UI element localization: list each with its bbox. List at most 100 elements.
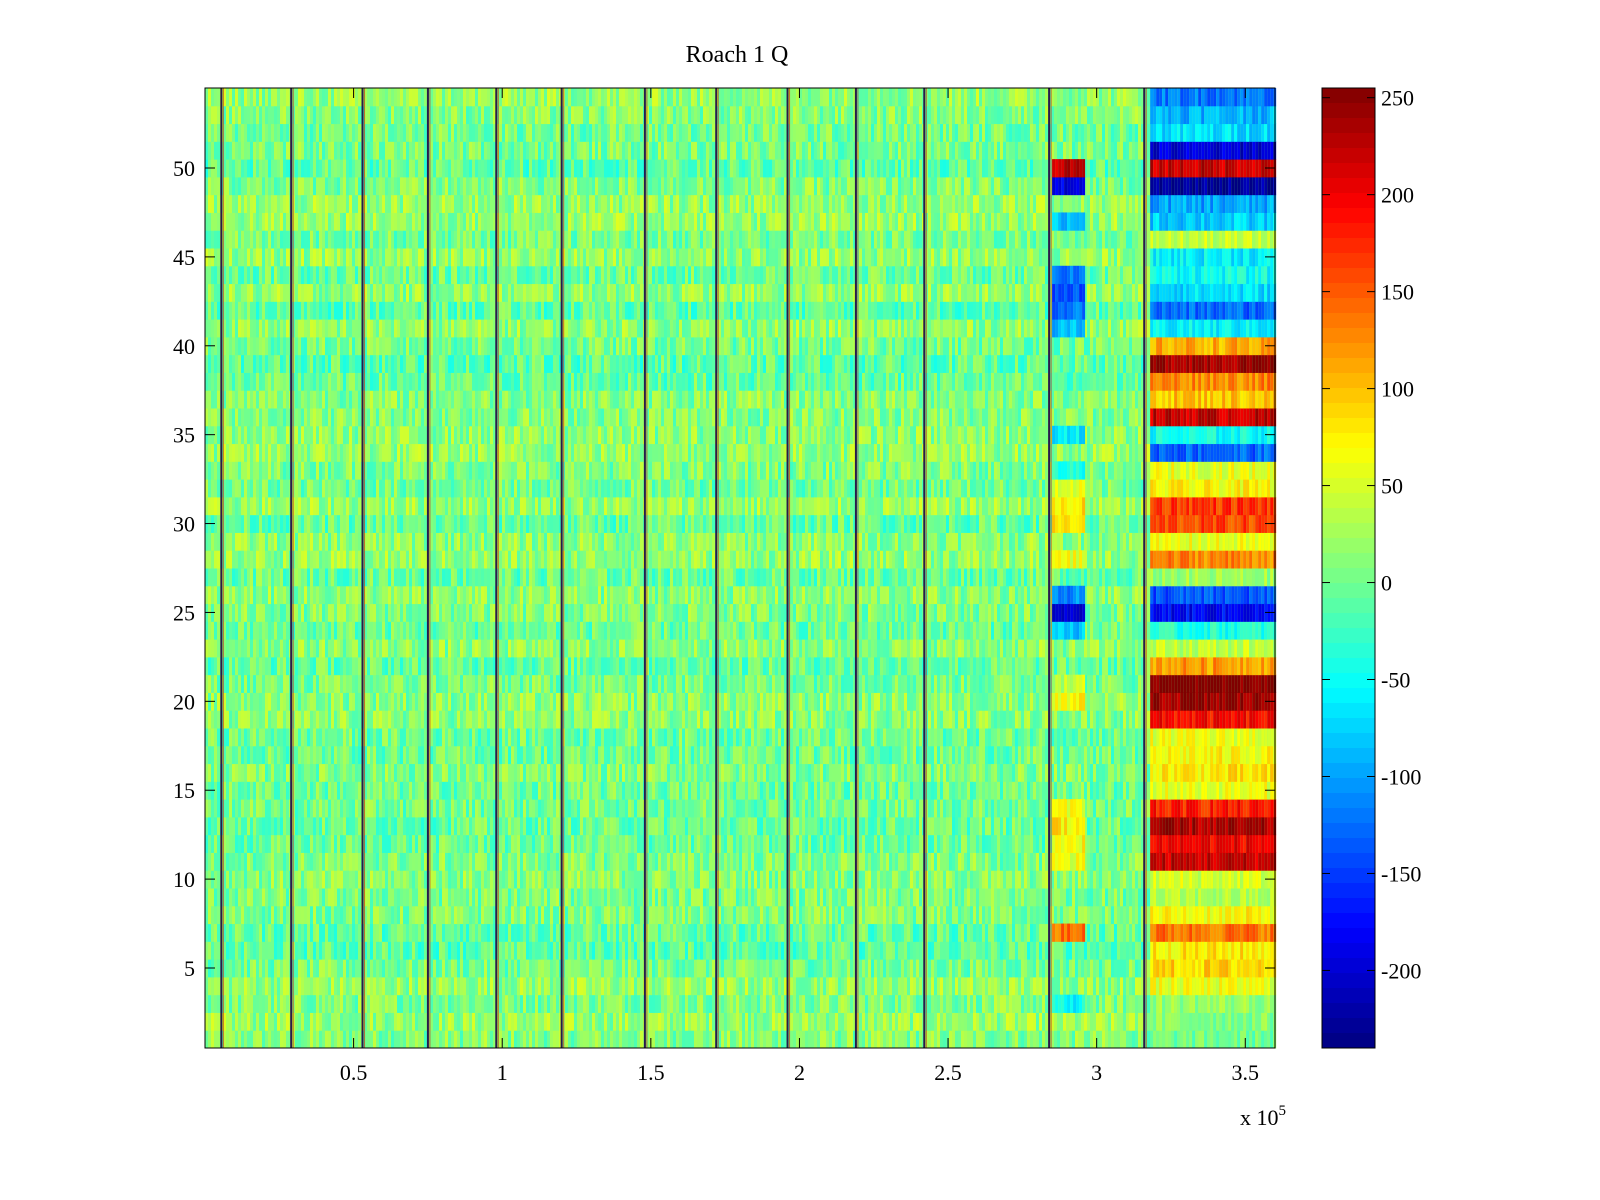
- heatmap-cell: [973, 976, 976, 996]
- heatmap-cell: [325, 959, 328, 978]
- heatmap-cell: [238, 1030, 241, 1049]
- heatmap-cell: [1096, 923, 1099, 942]
- heatmap-cell: [379, 994, 382, 1013]
- heatmap-cell: [769, 799, 772, 818]
- heatmap-cell: [583, 923, 586, 942]
- heatmap-cell: [676, 1030, 679, 1049]
- heatmap-cell: [748, 1030, 751, 1049]
- heatmap-cell: [337, 781, 340, 800]
- heatmap-cell: [286, 870, 289, 889]
- heatmap-cell: [466, 781, 469, 800]
- heatmap-cell: [889, 888, 892, 907]
- heatmap-cell: [952, 888, 955, 907]
- heatmap-cell: [334, 870, 337, 889]
- heatmap-cell: [697, 816, 700, 836]
- heatmap-cell: [904, 1030, 907, 1049]
- heatmap-cell: [928, 994, 931, 1013]
- heatmap-cell: [313, 941, 316, 960]
- heatmap-cell: [355, 870, 358, 889]
- heatmap-cell: [628, 976, 631, 996]
- heatmap-cell: [985, 994, 988, 1013]
- heatmap-cell: [733, 834, 736, 853]
- heatmap-cell: [1138, 941, 1141, 960]
- heatmap-cell: [211, 816, 214, 836]
- heatmap-cell: [277, 1012, 280, 1031]
- heatmap-cell: [619, 816, 622, 836]
- heatmap-cell: [250, 994, 253, 1013]
- heatmap-cell: [649, 959, 652, 978]
- heatmap-cell: [760, 870, 763, 889]
- heatmap-cell: [829, 763, 832, 782]
- heatmap-cell: [247, 799, 250, 818]
- heatmap-cell: [229, 1012, 232, 1031]
- heatmap-cell: [517, 799, 520, 818]
- heatmap-cell: [469, 834, 472, 853]
- heatmap-cell: [946, 781, 949, 800]
- heatmap-cell: [532, 994, 535, 1013]
- heatmap-cell: [862, 870, 865, 889]
- heatmap-cell: [277, 763, 280, 782]
- heatmap-cell: [1069, 1012, 1072, 1031]
- heatmap-cell: [556, 1012, 559, 1031]
- heatmap-cell: [262, 994, 265, 1013]
- heatmap-cell: [235, 923, 238, 942]
- heatmap-cell: [580, 923, 583, 942]
- heatmap-cell: [730, 888, 733, 907]
- heatmap-cell: [1030, 976, 1033, 996]
- heatmap-cell: [826, 816, 829, 836]
- heatmap-cell: [457, 870, 460, 889]
- heatmap-cell: [919, 781, 922, 800]
- heatmap-cell: [616, 976, 619, 996]
- heatmap-cell: [820, 976, 823, 996]
- heatmap-cell: [832, 870, 835, 889]
- heatmap-cell: [793, 941, 796, 960]
- heatmap-cell: [451, 799, 454, 818]
- heatmap-cell: [442, 763, 445, 782]
- heatmap-cell: [502, 1030, 505, 1049]
- heatmap-cell: [283, 976, 286, 996]
- heatmap-cell: [487, 799, 490, 818]
- heatmap-cell: [679, 923, 682, 942]
- heatmap-cell: [988, 816, 991, 836]
- heatmap-cell: [358, 834, 361, 853]
- heatmap-cell: [901, 799, 904, 818]
- heatmap-cell: [823, 1030, 826, 1049]
- heatmap-cell: [514, 923, 517, 942]
- heatmap-cell: [484, 816, 487, 836]
- heatmap-cell: [808, 1012, 811, 1031]
- heatmap-cell: [451, 976, 454, 996]
- heatmap-cell: [508, 888, 511, 907]
- heatmap-cell: [1141, 941, 1144, 960]
- heatmap-cell: [268, 905, 271, 925]
- heatmap-cell: [808, 763, 811, 782]
- heatmap-cell: [655, 834, 658, 853]
- heatmap-cell: [736, 941, 739, 960]
- heatmap-cell: [652, 905, 655, 925]
- heatmap-cell: [283, 1012, 286, 1031]
- heatmap-cell: [559, 994, 562, 1013]
- heatmap-cell: [556, 781, 559, 800]
- heatmap-cell: [1057, 1012, 1060, 1031]
- heatmap-cell: [418, 816, 421, 836]
- chart-title: Roach 1 Q: [686, 42, 789, 68]
- heatmap-cell: [967, 763, 970, 782]
- heatmap-cell: [229, 834, 232, 853]
- heatmap-cell: [874, 816, 877, 836]
- heatmap-cell: [1132, 994, 1135, 1013]
- heatmap-cell: [727, 781, 730, 800]
- heatmap-cell: [520, 870, 523, 889]
- heatmap-cell: [259, 799, 262, 818]
- heatmap-cell: [1126, 994, 1129, 1013]
- heatmap-cell: [430, 799, 433, 818]
- heatmap-cell: [976, 816, 979, 836]
- heatmap-cell: [544, 834, 547, 853]
- heatmap-cell: [484, 781, 487, 800]
- heatmap-cell: [385, 870, 388, 889]
- heatmap-cell: [937, 959, 940, 978]
- heatmap-cell: [235, 834, 238, 853]
- heatmap-cell: [406, 763, 409, 782]
- heatmap-cell: [229, 976, 232, 996]
- heatmap-cell: [322, 1012, 325, 1031]
- heatmap-cell: [829, 799, 832, 818]
- heatmap-cell: [1147, 781, 1150, 800]
